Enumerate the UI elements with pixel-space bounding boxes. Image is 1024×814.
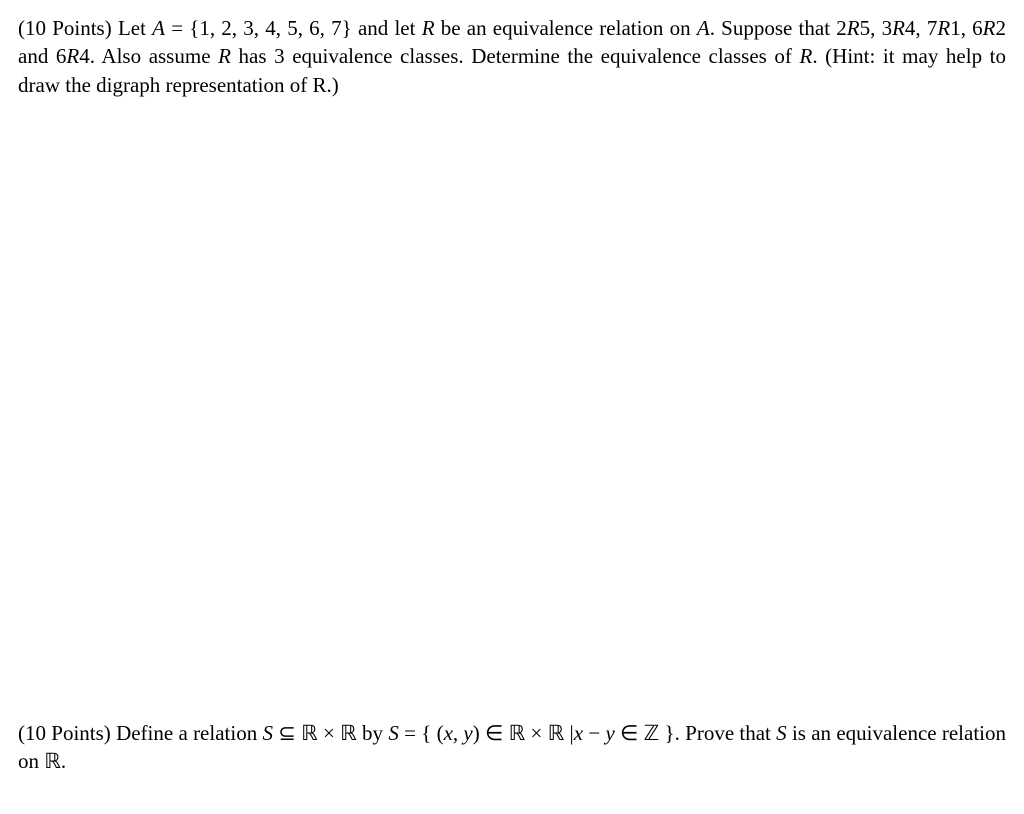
var-S: S — [388, 721, 399, 745]
reals: ℝ — [44, 749, 61, 773]
text: . — [61, 749, 66, 773]
text: | — [564, 721, 573, 745]
var-y: y — [463, 721, 472, 745]
var-A: A — [152, 16, 165, 40]
var-x: x — [444, 721, 453, 745]
text: 5, 3 — [860, 16, 892, 40]
text: be an equivalence relation on — [435, 16, 697, 40]
text: = { ( — [399, 721, 444, 745]
text: has 3 equivalence classes. Determine the… — [231, 44, 800, 68]
text: }. Prove that — [659, 721, 776, 745]
text: 4, 7 — [905, 16, 937, 40]
var-S: S — [262, 721, 273, 745]
var-R: R — [937, 16, 950, 40]
text: − — [583, 721, 605, 745]
var-y: y — [605, 721, 614, 745]
var-R: R — [422, 16, 435, 40]
var-R: R — [892, 16, 905, 40]
problem-2: (10 Points) Define a relation S ⊆ ℝ × ℝ … — [18, 719, 1006, 776]
var-x: x — [574, 721, 583, 745]
text: Define a relation — [116, 721, 262, 745]
real-cross-real: ℝ × ℝ — [509, 721, 565, 745]
var-S: S — [776, 721, 787, 745]
real-cross-real: ℝ × ℝ — [301, 721, 357, 745]
text: 1, 6 — [950, 16, 982, 40]
var-A: A — [697, 16, 710, 40]
text: by — [357, 721, 389, 745]
text: Let — [118, 16, 152, 40]
var-R: R — [66, 44, 79, 68]
text: . Suppose that 2 — [710, 16, 847, 40]
text: ) ∈ — [473, 721, 509, 745]
points-label: (10 Points) — [18, 721, 116, 745]
var-R: R — [847, 16, 860, 40]
text: ∈ — [615, 721, 644, 745]
text: , — [453, 721, 464, 745]
var-R: R — [800, 44, 813, 68]
text: 4. Also assume — [79, 44, 218, 68]
var-R: R — [983, 16, 996, 40]
text: ⊆ — [273, 721, 301, 745]
points-label: (10 Points) — [18, 16, 118, 40]
integers: ℤ — [644, 721, 660, 745]
text: = {1, 2, 3, 4, 5, 6, 7} and let — [165, 16, 422, 40]
var-R: R — [218, 44, 231, 68]
problem-1: (10 Points) Let A = {1, 2, 3, 4, 5, 6, 7… — [18, 14, 1006, 99]
